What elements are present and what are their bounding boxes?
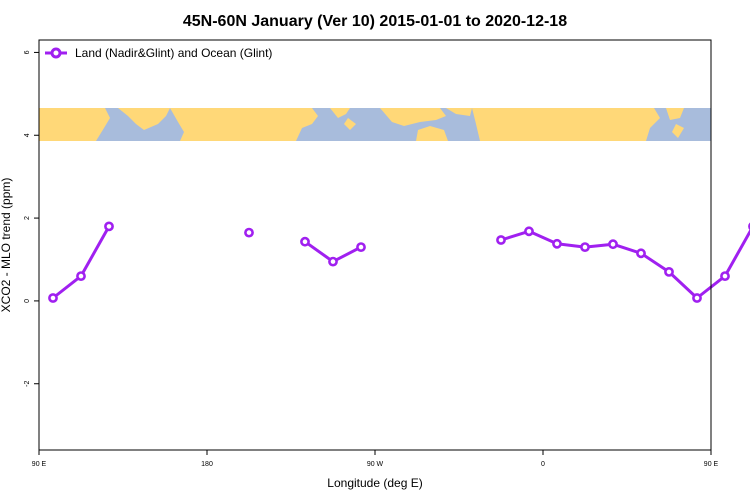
land-shape-7 (416, 126, 448, 141)
land-shape-3 (170, 108, 318, 141)
series-line-1 (52, 225, 111, 300)
x-axis-label: Longitude (deg E) (327, 476, 422, 490)
land-shape-6 (380, 108, 446, 126)
series-line-4 (500, 228, 750, 300)
map-strip (39, 108, 711, 141)
data-point-8 (496, 235, 506, 245)
land-shape-8 (446, 108, 472, 116)
chart-title: 45N-60N January (Ver 10) 2015-01-01 to 2… (183, 13, 567, 30)
data-point-13 (636, 248, 646, 259)
data-point-5 (300, 236, 310, 247)
data-point-12 (608, 239, 618, 250)
y-axis-label: XCO2 - MLO trend (ppm) (0, 178, 13, 313)
y-axis: -2 0 2 4 6 (24, 50, 39, 387)
legend-marker (50, 47, 62, 59)
data-point-10 (552, 238, 562, 249)
y-tick-label-3: 2 (24, 216, 31, 220)
data-point-3 (104, 221, 114, 232)
land-shape-4 (330, 108, 350, 118)
legend: Land (Nadir&Glint) and Ocean (Glint) (45, 46, 272, 60)
map-land (39, 108, 684, 141)
data-point-11 (580, 242, 590, 252)
series-layer (48, 221, 750, 303)
land-shape-5 (344, 118, 356, 130)
x-tick-label-2: 180 (201, 461, 213, 468)
x-tick-label-4: 0 (541, 461, 545, 468)
land-shape-2 (118, 108, 170, 130)
y-tick-label-5: 6 (24, 50, 31, 54)
y-tick-label-4: 4 (24, 133, 31, 137)
x-tick-label-1: 90 E (32, 461, 47, 468)
x-axis: 90 E 180 90 W 0 90 E (32, 450, 719, 468)
data-point-16 (720, 271, 730, 281)
land-shape-11 (672, 124, 684, 138)
y-tick-label-1: -2 (24, 381, 31, 387)
legend-label: Land (Nadir&Glint) and Ocean (Glint) (75, 46, 272, 60)
data-point-14 (664, 266, 674, 277)
data-point-6 (328, 256, 338, 267)
land-shape-10 (666, 108, 684, 120)
x-tick-label-3: 90 W (367, 461, 384, 468)
data-point-9 (524, 226, 534, 237)
data-point-2 (76, 271, 86, 281)
data-point-15 (692, 293, 702, 303)
data-point-7 (356, 242, 366, 252)
data-point-4 (244, 227, 254, 238)
land-shape-9 (472, 108, 660, 141)
data-point-1 (48, 293, 58, 303)
x-tick-label-5: 90 E (704, 461, 719, 468)
y-tick-label-2: 0 (24, 299, 31, 303)
land-shape-1 (39, 108, 110, 141)
